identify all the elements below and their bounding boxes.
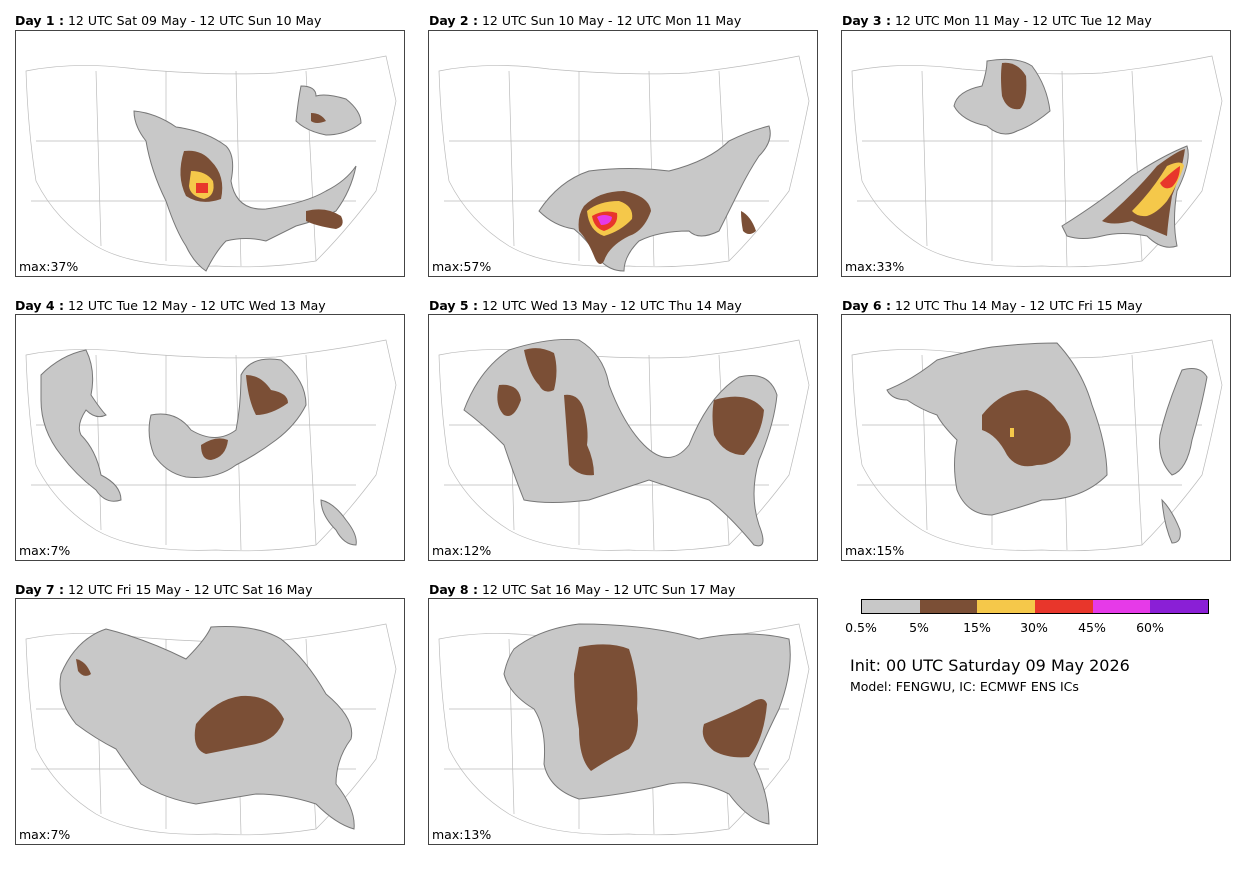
max-label-day-2: max:57% (432, 259, 492, 274)
map-day-7 (25, 623, 397, 836)
panel-title-day-3: Day 3 : 12 UTC Mon 11 May - 12 UTC Tue 1… (842, 13, 1152, 28)
map-day-5 (438, 338, 810, 552)
max-label-day-6: max:15% (845, 543, 905, 558)
map-panel-day-7: max:7% (15, 598, 405, 845)
legend-tick-5: 60% (1136, 620, 1164, 635)
max-label-day-5: max:12% (432, 543, 492, 558)
legend-tick-0: 0.5% (845, 620, 877, 635)
panel-title-day-8: Day 8 : 12 UTC Sat 16 May - 12 UTC Sun 1… (429, 582, 736, 597)
map-panel-day-4: max:7% (15, 314, 405, 561)
map-panel-day-8: max:13% (428, 598, 818, 845)
panel-title-day-7: Day 7 : 12 UTC Fri 15 May - 12 UTC Sat 1… (15, 582, 313, 597)
map-panel-day-3: max:33% (841, 30, 1231, 277)
legend-swatch-2 (977, 600, 1036, 613)
panel-title-day-6: Day 6 : 12 UTC Thu 14 May - 12 UTC Fri 1… (842, 298, 1143, 313)
max-label-day-7: max:7% (19, 827, 71, 842)
model-info-label: Model: FENGWU, IC: ECMWF ENS ICs (850, 679, 1079, 694)
map-day-8 (438, 623, 810, 836)
legend-swatch-5 (1150, 600, 1209, 613)
panel-title-day-5: Day 5 : 12 UTC Wed 13 May - 12 UTC Thu 1… (429, 298, 742, 313)
map-day-2 (438, 55, 810, 272)
legend-swatch-3 (1035, 600, 1093, 613)
legend-swatch-4 (1092, 600, 1151, 613)
map-day-3 (851, 55, 1223, 268)
legend-swatch-1 (919, 600, 978, 613)
max-label-day-3: max:33% (845, 259, 905, 274)
max-label-day-1: max:37% (19, 259, 79, 274)
map-day-4 (25, 339, 397, 552)
init-time-label: Init: 00 UTC Saturday 09 May 2026 (850, 656, 1130, 675)
legend-colorbar (861, 599, 1209, 614)
legend-swatch-0 (862, 600, 920, 613)
panel-title-day-4: Day 4 : 12 UTC Tue 12 May - 12 UTC Wed 1… (15, 298, 326, 313)
panel-title-day-2: Day 2 : 12 UTC Sun 10 May - 12 UTC Mon 1… (429, 13, 742, 28)
map-day-1 (25, 55, 397, 272)
legend-tick-1: 5% (909, 620, 929, 635)
map-panel-day-5: max:12% (428, 314, 818, 561)
map-panel-day-2: max:57% (428, 30, 818, 277)
legend-tick-3: 30% (1020, 620, 1048, 635)
legend-tick-2: 15% (963, 620, 991, 635)
panel-title-day-1: Day 1 : 12 UTC Sat 09 May - 12 UTC Sun 1… (15, 13, 322, 28)
max-label-day-4: max:7% (19, 543, 71, 558)
legend-tick-4: 45% (1078, 620, 1106, 635)
map-day-6 (851, 339, 1223, 552)
map-panel-day-1: max:37% (15, 30, 405, 277)
max-label-day-8: max:13% (432, 827, 492, 842)
map-panel-day-6: max:15% (841, 314, 1231, 561)
